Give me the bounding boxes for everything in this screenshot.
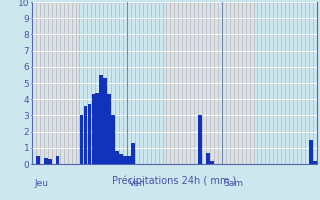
Text: Sam: Sam bbox=[224, 179, 244, 188]
Bar bbox=[123, 156, 127, 164]
Bar bbox=[36, 156, 40, 164]
Bar bbox=[95, 93, 99, 164]
Text: Ven: Ven bbox=[129, 179, 146, 188]
Bar bbox=[115, 151, 119, 164]
Bar bbox=[206, 153, 210, 164]
Bar bbox=[131, 143, 135, 164]
X-axis label: Précipitations 24h ( mm ): Précipitations 24h ( mm ) bbox=[112, 175, 236, 186]
Bar bbox=[107, 94, 111, 164]
Bar bbox=[127, 156, 131, 164]
Bar bbox=[92, 94, 95, 164]
Bar bbox=[44, 158, 48, 164]
Bar bbox=[88, 104, 91, 164]
Bar bbox=[80, 115, 83, 164]
Bar bbox=[309, 140, 313, 164]
Text: Jeu: Jeu bbox=[34, 179, 48, 188]
Bar bbox=[48, 159, 52, 164]
Bar bbox=[119, 154, 123, 164]
Bar bbox=[103, 78, 107, 164]
Bar bbox=[198, 115, 202, 164]
Bar bbox=[84, 106, 87, 164]
Bar bbox=[56, 156, 60, 164]
Bar bbox=[100, 75, 103, 164]
Bar bbox=[111, 115, 115, 164]
Bar bbox=[313, 161, 316, 164]
Bar bbox=[210, 161, 214, 164]
